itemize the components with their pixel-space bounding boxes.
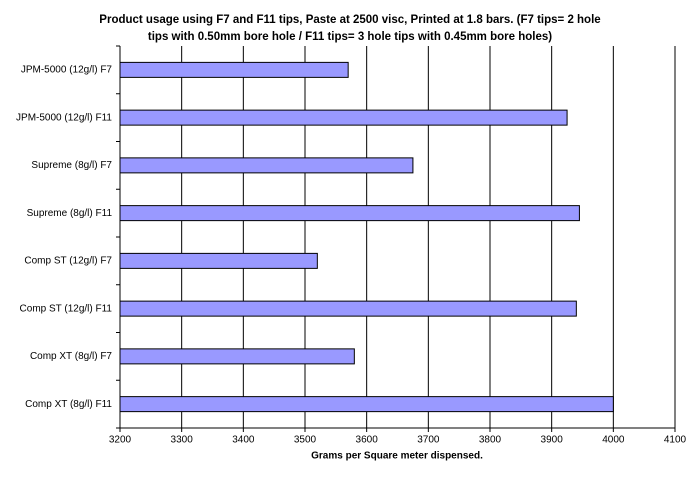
chart-title: Product usage using F7 and F11 tips, Pas… — [99, 14, 600, 26]
x-tick-label: 3300 — [171, 435, 194, 446]
y-tick-label: JPM-5000 (12g/l) F7 — [21, 65, 113, 76]
x-tick-label: 3200 — [109, 435, 132, 446]
x-tick-label: 3800 — [479, 435, 502, 446]
y-tick-label: JPM-5000 (12g/l) F11 — [16, 112, 112, 123]
bar — [119, 300, 577, 317]
x-tick-label: 3500 — [294, 435, 317, 446]
y-tick-label: Comp ST (12g/l) F11 — [20, 303, 113, 314]
x-tick-label: 3900 — [541, 435, 564, 446]
x-tick-label: 3600 — [356, 435, 379, 446]
y-tick-label: Supreme (8g/l) F7 — [31, 160, 112, 171]
chart-title: tips with 0.50mm bore hole / F11 tips= 3… — [148, 31, 552, 43]
y-tick-label: Comp XT (8g/l) F7 — [30, 351, 112, 362]
x-tick-label: 3400 — [232, 435, 255, 446]
bar — [119, 348, 355, 365]
x-tick-label: 4100 — [664, 435, 687, 446]
bar — [119, 252, 318, 269]
bar — [119, 61, 349, 78]
bar — [119, 157, 414, 174]
y-tick-label: Comp XT (8g/l) F11 — [25, 399, 112, 410]
y-tick-label: Comp ST (12g/l) F7 — [24, 256, 112, 267]
bar — [119, 205, 580, 222]
x-tick-label: 4000 — [602, 435, 625, 446]
y-tick-label: Supreme (8g/l) F11 — [27, 208, 113, 219]
bar — [119, 396, 614, 413]
x-axis-label: Grams per Square meter dispensed. — [311, 451, 483, 462]
bar — [119, 109, 568, 126]
x-tick-label: 3700 — [417, 435, 440, 446]
